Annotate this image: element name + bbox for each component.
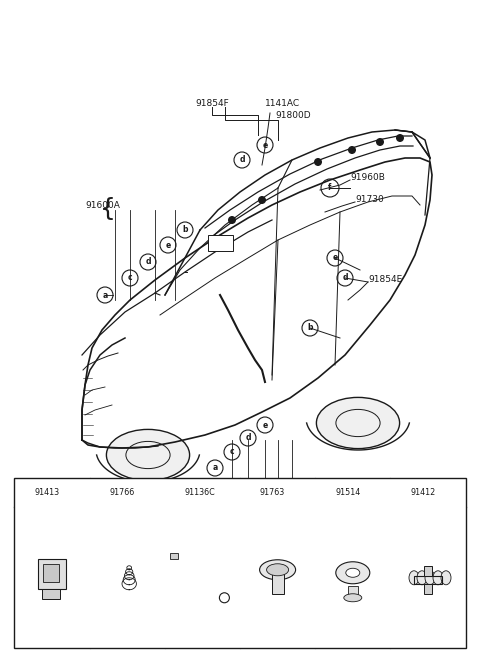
Bar xyxy=(272,574,284,594)
Ellipse shape xyxy=(441,571,451,584)
Ellipse shape xyxy=(107,430,190,481)
Text: c: c xyxy=(128,274,132,283)
Ellipse shape xyxy=(425,571,435,584)
Text: 91600: 91600 xyxy=(234,506,263,514)
Ellipse shape xyxy=(344,594,362,602)
Text: d: d xyxy=(245,434,251,443)
Text: 91766: 91766 xyxy=(109,488,135,497)
Bar xyxy=(414,576,442,584)
Text: d: d xyxy=(145,258,151,266)
Text: e: e xyxy=(263,140,268,150)
Text: 91854E: 91854E xyxy=(368,276,402,285)
Ellipse shape xyxy=(433,571,443,584)
Text: {: { xyxy=(100,197,116,221)
Bar xyxy=(424,584,432,594)
Text: c: c xyxy=(230,447,234,457)
Text: 91136C: 91136C xyxy=(185,488,216,497)
Text: c: c xyxy=(172,489,176,495)
Ellipse shape xyxy=(417,571,427,584)
Circle shape xyxy=(258,196,266,204)
Text: e: e xyxy=(263,420,268,430)
Ellipse shape xyxy=(316,398,399,449)
Circle shape xyxy=(348,146,356,154)
Ellipse shape xyxy=(409,571,419,584)
Text: 91730: 91730 xyxy=(355,195,384,205)
Text: d: d xyxy=(246,489,252,495)
Text: 91600A: 91600A xyxy=(85,201,120,209)
Text: 91514: 91514 xyxy=(335,488,360,497)
Ellipse shape xyxy=(336,562,370,584)
Text: a: a xyxy=(212,464,217,472)
Text: e: e xyxy=(332,253,337,262)
Text: a: a xyxy=(102,291,108,300)
Text: d: d xyxy=(239,155,245,165)
Text: 91412: 91412 xyxy=(410,488,436,497)
Circle shape xyxy=(396,134,404,142)
Text: 1141AC: 1141AC xyxy=(265,98,300,108)
Bar xyxy=(348,586,358,598)
Bar xyxy=(14,478,466,648)
Text: 91854F: 91854F xyxy=(195,98,229,108)
Text: 91413: 91413 xyxy=(35,488,60,497)
Text: 91763: 91763 xyxy=(260,488,285,497)
Bar xyxy=(208,235,233,251)
Bar xyxy=(424,565,432,576)
Bar xyxy=(38,559,66,589)
Circle shape xyxy=(228,216,236,224)
Ellipse shape xyxy=(260,560,296,580)
Circle shape xyxy=(376,138,384,146)
Text: e: e xyxy=(166,241,170,249)
Text: 91800D: 91800D xyxy=(275,112,311,121)
Bar xyxy=(43,564,59,582)
Text: 91960B: 91960B xyxy=(350,173,385,182)
Ellipse shape xyxy=(266,564,288,576)
Circle shape xyxy=(314,158,322,166)
Text: f: f xyxy=(328,184,332,192)
Text: e: e xyxy=(322,489,326,495)
Text: a: a xyxy=(21,489,26,495)
Text: f: f xyxy=(398,489,401,495)
Text: b: b xyxy=(182,226,188,234)
Text: b: b xyxy=(307,323,313,333)
Bar xyxy=(170,553,179,559)
Text: d: d xyxy=(342,274,348,283)
Bar xyxy=(42,589,60,599)
Text: b: b xyxy=(96,489,101,495)
Ellipse shape xyxy=(346,568,360,577)
